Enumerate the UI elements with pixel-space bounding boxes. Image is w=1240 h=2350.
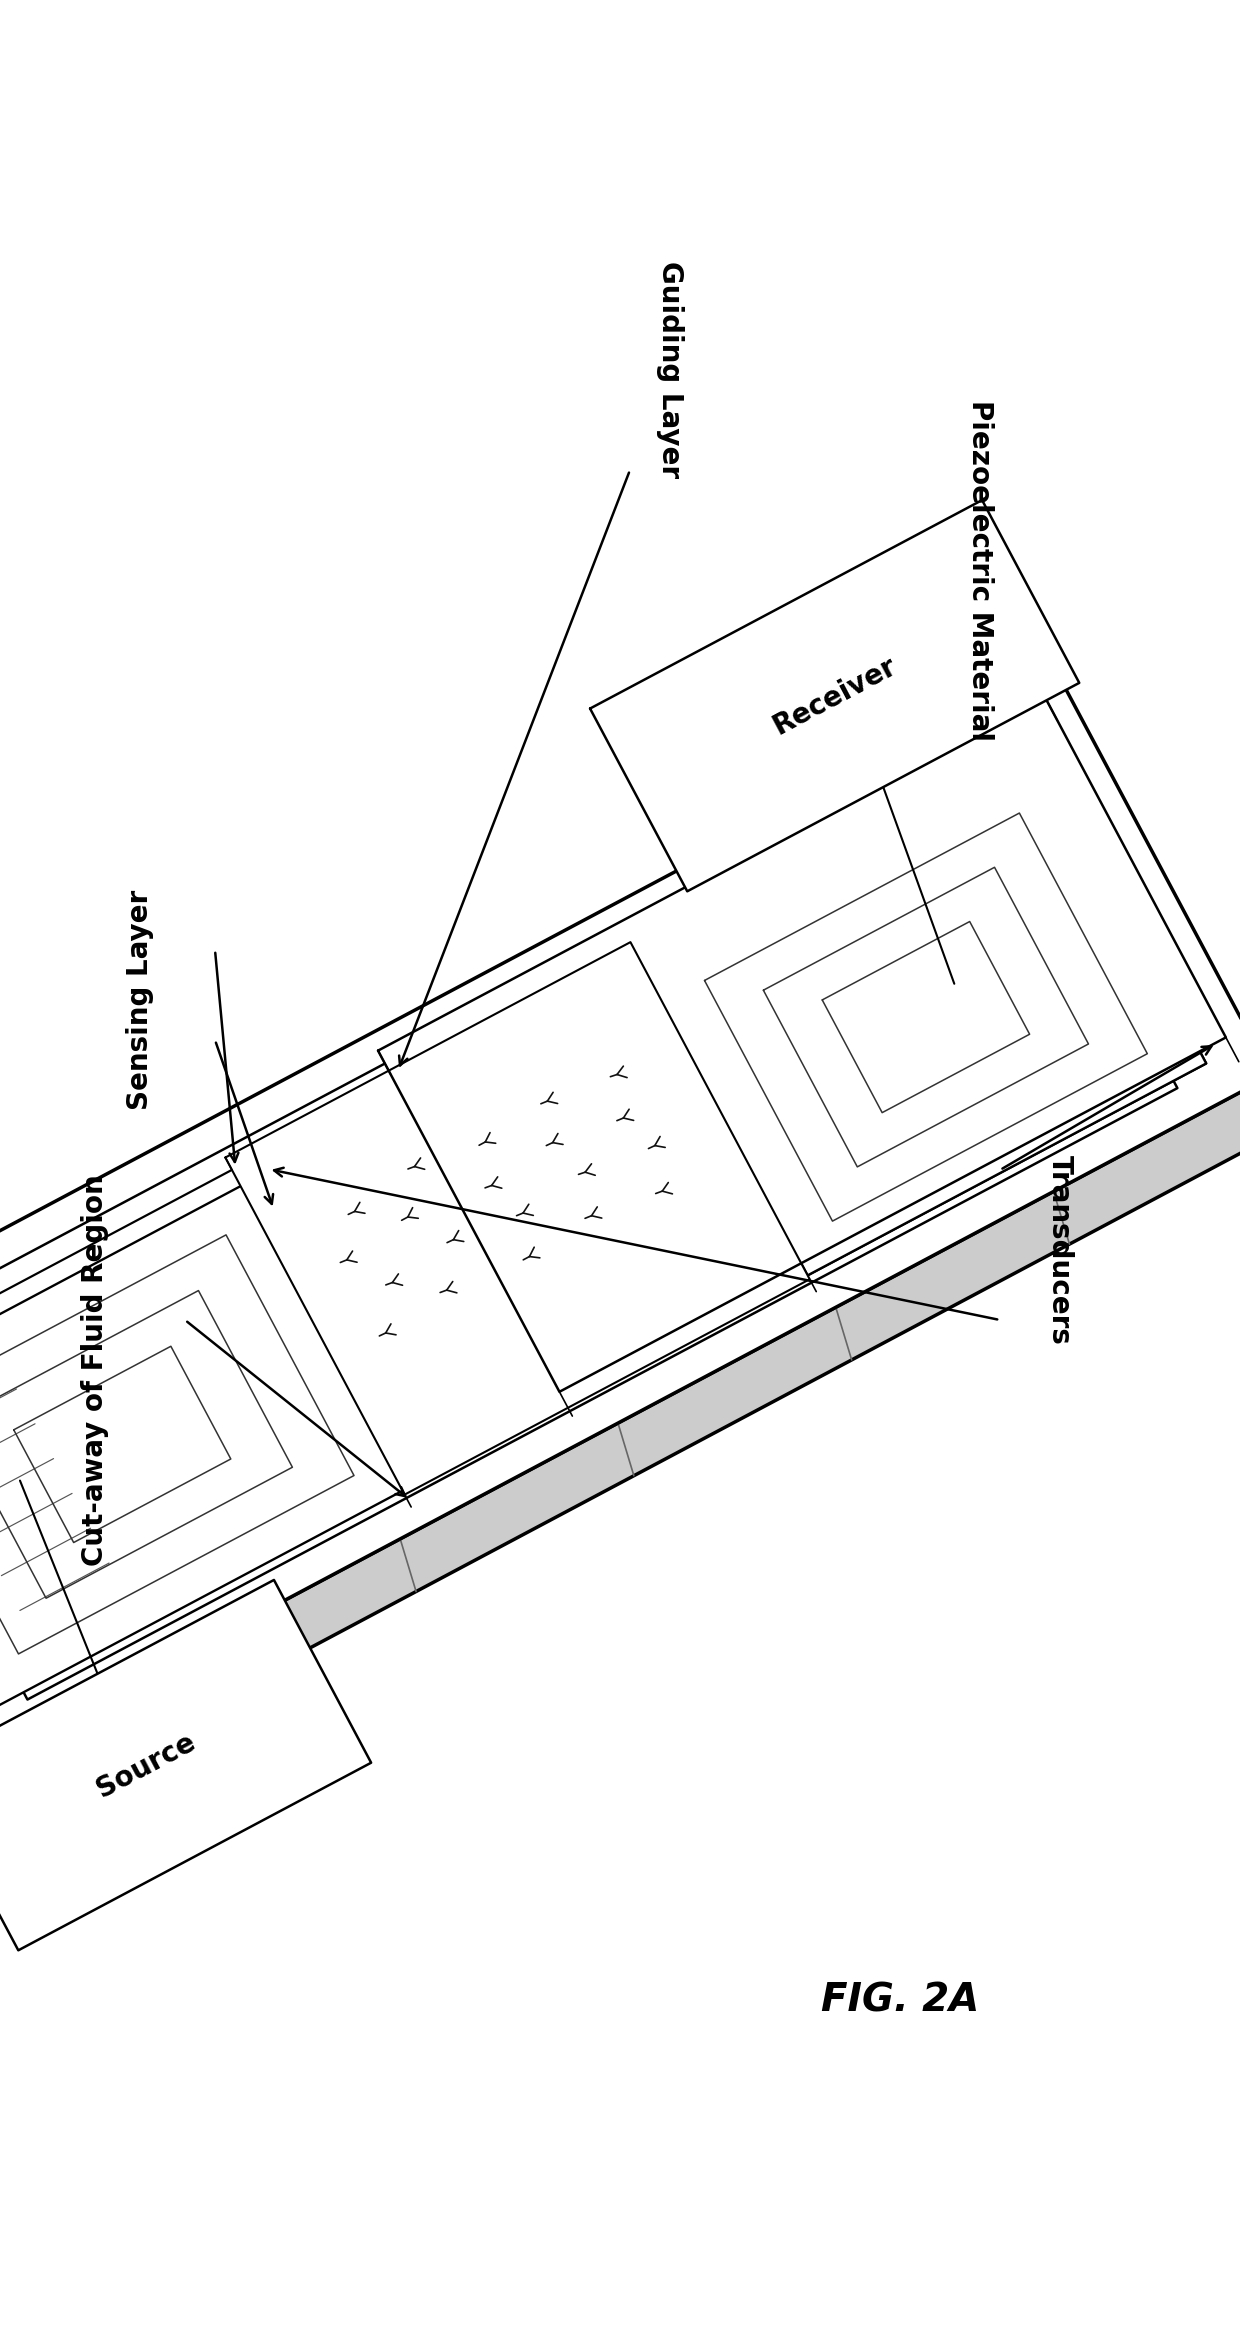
- Polygon shape: [0, 1180, 415, 1708]
- Text: Receiver: Receiver: [768, 651, 901, 740]
- Text: Transducers: Transducers: [1047, 1156, 1074, 1344]
- Polygon shape: [646, 759, 1207, 1276]
- Polygon shape: [378, 696, 1226, 1391]
- Polygon shape: [0, 1579, 371, 1950]
- Text: Guiding Layer: Guiding Layer: [656, 261, 684, 479]
- Polygon shape: [0, 670, 1240, 1770]
- Text: FIG. 2A: FIG. 2A: [821, 1981, 980, 2019]
- Polygon shape: [254, 978, 795, 1483]
- Polygon shape: [646, 759, 1207, 1276]
- Text: Sensing Layer: Sensing Layer: [126, 891, 154, 1109]
- Polygon shape: [226, 942, 810, 1495]
- Polygon shape: [590, 501, 1079, 891]
- Text: Source: Source: [92, 1727, 201, 1802]
- Text: Piezoelectric Material: Piezoelectric Material: [966, 400, 994, 740]
- Text: Cut-away of Fluid Region: Cut-away of Fluid Region: [81, 1175, 109, 1565]
- Polygon shape: [0, 1076, 1240, 1824]
